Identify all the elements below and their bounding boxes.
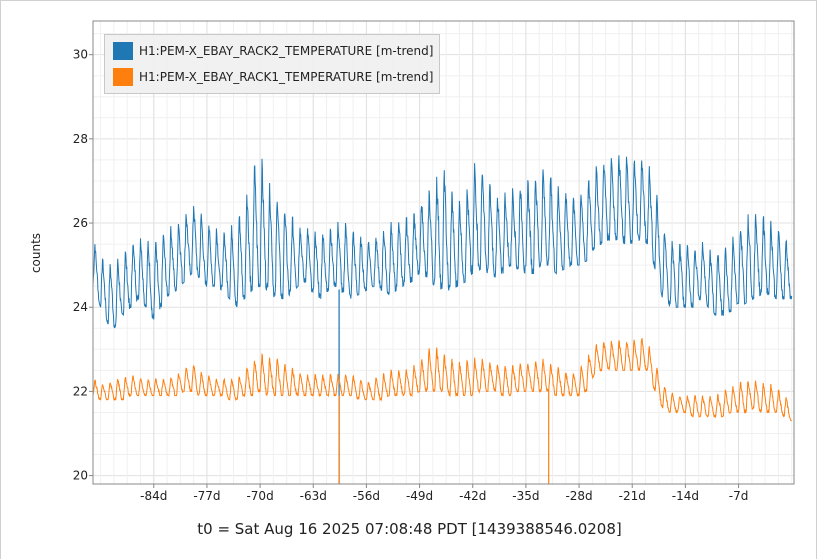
legend-label-rack2: H1:PEM-X_EBAY_RACK2_TEMPERATURE [m-trend… — [139, 44, 434, 58]
t0-label: t0 = Sat Aug 16 2025 07:08:48 PDT [14393… — [197, 520, 622, 538]
y-tick-label: 28 — [73, 132, 88, 146]
x-tick-label: -63d — [300, 489, 327, 503]
series-line-rack2 — [92, 155, 793, 329]
x-tick-label: -35d — [512, 489, 539, 503]
x-tick-label: -7d — [729, 489, 749, 503]
x-tick-label: -21d — [619, 489, 646, 503]
series-line-rack1 — [92, 338, 792, 422]
x-tick-label: -42d — [459, 489, 486, 503]
y-tick-label: 24 — [73, 300, 88, 314]
legend-swatch-rack1 — [113, 68, 133, 86]
x-tick-label: -49d — [406, 489, 433, 503]
ticks: 20 22 24 26 28 30 -84d -77d -70d -63d -56d -49d -42d… — [73, 48, 749, 503]
x-tick-label: -56d — [353, 489, 380, 503]
y-tick-label: 22 — [73, 384, 88, 398]
x-tick-label: -28d — [565, 489, 592, 503]
y-tick-label: 30 — [73, 48, 88, 62]
y-tick-label: 26 — [73, 216, 88, 230]
x-tick-label: -14d — [672, 489, 699, 503]
legend-entry-rack1[interactable]: H1:PEM-X_EBAY_RACK1_TEMPERATURE [m-trend… — [113, 67, 433, 87]
x-tick-label: -70d — [246, 489, 273, 503]
axes — [92, 20, 795, 485]
legend[interactable]: H1:PEM-X_EBAY_RACK2_TEMPERATURE [m-trend… — [104, 34, 440, 94]
legend-label-rack1: H1:PEM-X_EBAY_RACK1_TEMPERATURE [m-trend… — [139, 70, 434, 84]
series-layer — [92, 155, 793, 484]
y-tick-label: 20 — [73, 469, 88, 483]
legend-entry-rack2[interactable]: H1:PEM-X_EBAY_RACK2_TEMPERATURE [m-trend… — [113, 41, 433, 61]
legend-swatch-rack2 — [113, 42, 133, 60]
x-tick-label: -84d — [140, 489, 167, 503]
x-tick-label: -77d — [193, 489, 220, 503]
y-axis-label: counts — [29, 233, 43, 273]
